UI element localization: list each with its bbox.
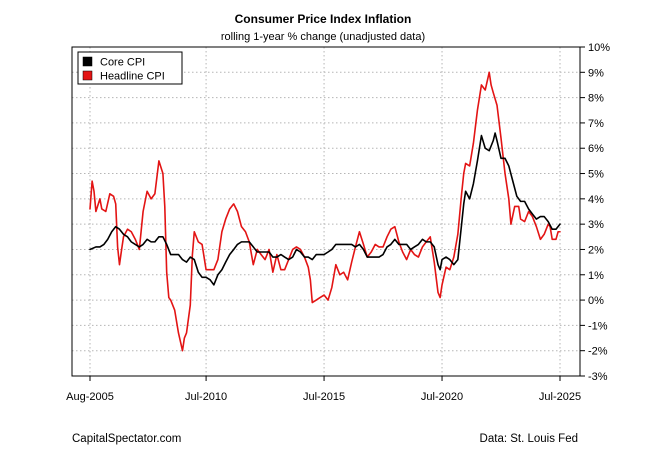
legend: Core CPI Headline CPI: [77, 51, 183, 85]
series-lines: [89, 71, 561, 352]
y-tick-label: 1%: [588, 270, 604, 282]
chart-title: Consumer Price Index Inflation: [235, 12, 412, 26]
data-source: Data: St. Louis Fed: [480, 433, 578, 445]
legend-swatch-headline-cpi: [82, 70, 93, 81]
source-credit: CapitalSpectator.com: [72, 433, 181, 445]
y-tick-label: -3%: [588, 371, 608, 383]
y-tick-label: 7%: [588, 118, 604, 130]
plot-frame: [71, 46, 581, 377]
series-line-headline-cpi: [89, 71, 561, 352]
legend-box: [77, 51, 183, 85]
series-line-core-cpi: [89, 132, 561, 286]
y-tick-label: 6%: [588, 143, 604, 155]
y-tick-label: 0%: [588, 295, 604, 307]
x-tick-label: Aug-2005: [66, 391, 114, 403]
x-tick-label: Jul-2015: [303, 391, 345, 403]
legend-label-core-cpi: Core CPI: [100, 57, 145, 69]
y-tick-label: 8%: [588, 93, 604, 105]
x-tick-label: Jul-2025: [539, 391, 581, 403]
y-tick-label: -2%: [588, 346, 608, 358]
legend-swatch-core-cpi: [82, 56, 93, 67]
grid-lines: [72, 46, 580, 377]
y-tick-label: 10%: [588, 42, 610, 54]
x-axis: Aug-2005 Jul-2010 Jul-2015 Jul-2020 Jul-2025: [66, 375, 581, 403]
y-tick-label: 4%: [588, 194, 604, 206]
y-tick-label: 3%: [588, 219, 604, 231]
y-axis: -3% -2% -1% 0% 1% 2% 3% 4% 5% 6% 7% 8% 9% 10%: [579, 42, 610, 383]
y-tick-label: -1%: [588, 320, 608, 332]
x-tick-label: Jul-2010: [185, 391, 227, 403]
y-tick-label: 5%: [588, 169, 604, 181]
x-tick-label: Jul-2020: [421, 391, 463, 403]
chart-subtitle: rolling 1-year % change (unadjusted data…: [221, 31, 425, 43]
y-tick-label: 2%: [588, 244, 604, 256]
y-tick-label: 9%: [588, 67, 604, 79]
legend-label-headline-cpi: Headline CPI: [100, 71, 165, 83]
